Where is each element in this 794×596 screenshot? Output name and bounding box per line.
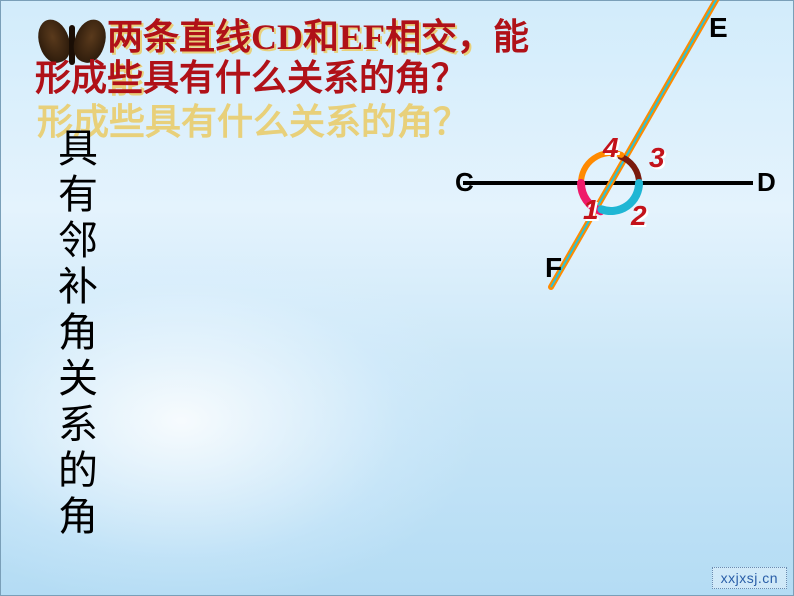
label-e: E [709, 12, 728, 43]
label-d: D [757, 167, 776, 197]
slide-stage: 两条直线CD和EF相交，能 形成些具有什么关系的角？ 两条直线CD和EF相交，能… [0, 0, 794, 596]
question-line2: 形成些具有什么关系的角？ [35, 58, 467, 99]
side-vertical-text: 具有邻补角关系的角 [45, 127, 103, 541]
intersecting-lines-diagram: C D E F 44 33 11 22 [453, 19, 783, 319]
label-f: F [545, 252, 562, 283]
label-c: C [455, 167, 474, 197]
watermark: xxjxsj.cn [712, 567, 787, 589]
svg-text:1: 1 [583, 194, 599, 225]
arc-3 [621, 157, 639, 183]
angle-label-1: 11 [583, 194, 601, 227]
svg-text:4: 4 [602, 132, 619, 163]
svg-text:3: 3 [649, 142, 665, 173]
svg-text:2: 2 [630, 200, 647, 231]
angle-label-4: 44 [602, 132, 621, 165]
angle-label-2: 22 [630, 200, 649, 233]
angle-label-3: 33 [649, 142, 667, 175]
